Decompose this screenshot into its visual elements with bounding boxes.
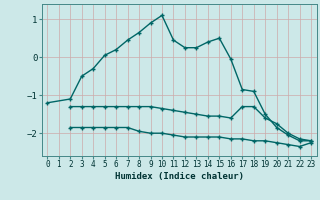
X-axis label: Humidex (Indice chaleur): Humidex (Indice chaleur) <box>115 172 244 181</box>
